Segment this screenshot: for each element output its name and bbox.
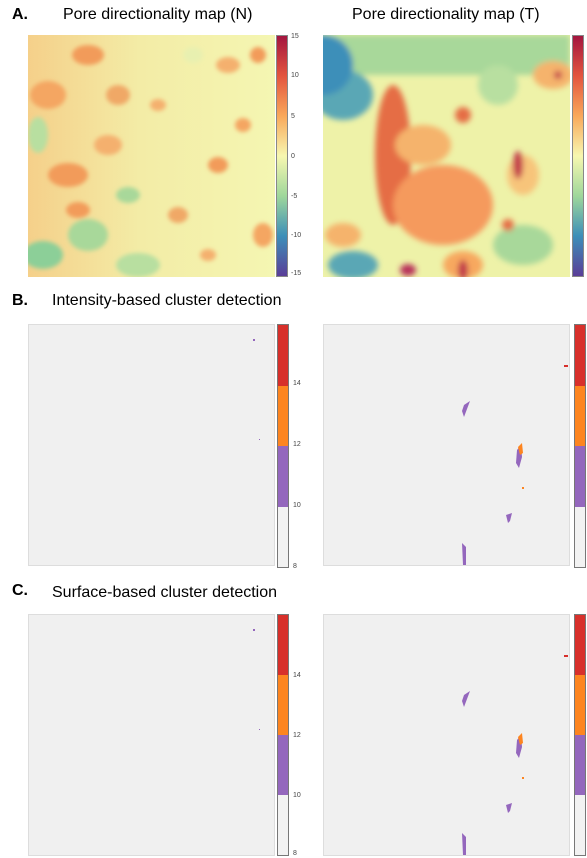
cluster-dot bbox=[259, 729, 260, 730]
cluster-dot bbox=[253, 339, 255, 341]
colorbar-n bbox=[276, 35, 288, 277]
tick-label: 5 bbox=[291, 113, 295, 120]
title-intensity: Intensity-based cluster detection bbox=[52, 292, 282, 309]
tick-label: 14 bbox=[293, 672, 301, 679]
tick-label: 10 bbox=[293, 502, 301, 509]
panel-label-c: C. bbox=[12, 582, 28, 599]
tick-label: 15 bbox=[291, 33, 299, 40]
tick-label: 0 bbox=[291, 153, 295, 160]
intensity-cluster-map-n bbox=[28, 324, 275, 566]
tick-label: 10 bbox=[291, 72, 299, 79]
cluster-dot bbox=[253, 629, 255, 631]
surface-cluster-map-t bbox=[323, 614, 570, 856]
tick-label: -5 bbox=[291, 193, 298, 200]
colorbar-t bbox=[572, 35, 584, 277]
cluster-colorbar-b-left bbox=[277, 324, 289, 568]
panel-label-a: A. bbox=[12, 6, 28, 23]
cluster-colorbar-c-left bbox=[277, 614, 289, 856]
panel-label-b: B. bbox=[12, 292, 28, 309]
tick-label: 12 bbox=[293, 732, 301, 739]
tick-label: -10 bbox=[291, 232, 302, 239]
intensity-cluster-map-t bbox=[323, 324, 570, 566]
title-map-t: Pore directionality map (T) bbox=[352, 6, 540, 23]
tick-label: 10 bbox=[293, 792, 301, 799]
cluster-dot bbox=[259, 439, 260, 440]
tick-label: 8 bbox=[293, 850, 297, 857]
heatmap-n bbox=[28, 35, 275, 277]
heatmap-t bbox=[323, 35, 570, 277]
cluster-colorbar-b-right bbox=[574, 324, 586, 568]
surface-cluster-map-n bbox=[28, 614, 275, 856]
title-map-n: Pore directionality map (N) bbox=[63, 6, 253, 23]
tick-label: -15 bbox=[291, 270, 302, 277]
cluster-colorbar-c-right bbox=[574, 614, 586, 856]
tick-label: 8 bbox=[293, 563, 297, 570]
tick-label: 14 bbox=[293, 380, 301, 387]
title-surface: Surface-based cluster detection bbox=[52, 584, 278, 601]
tick-label: 12 bbox=[293, 441, 301, 448]
